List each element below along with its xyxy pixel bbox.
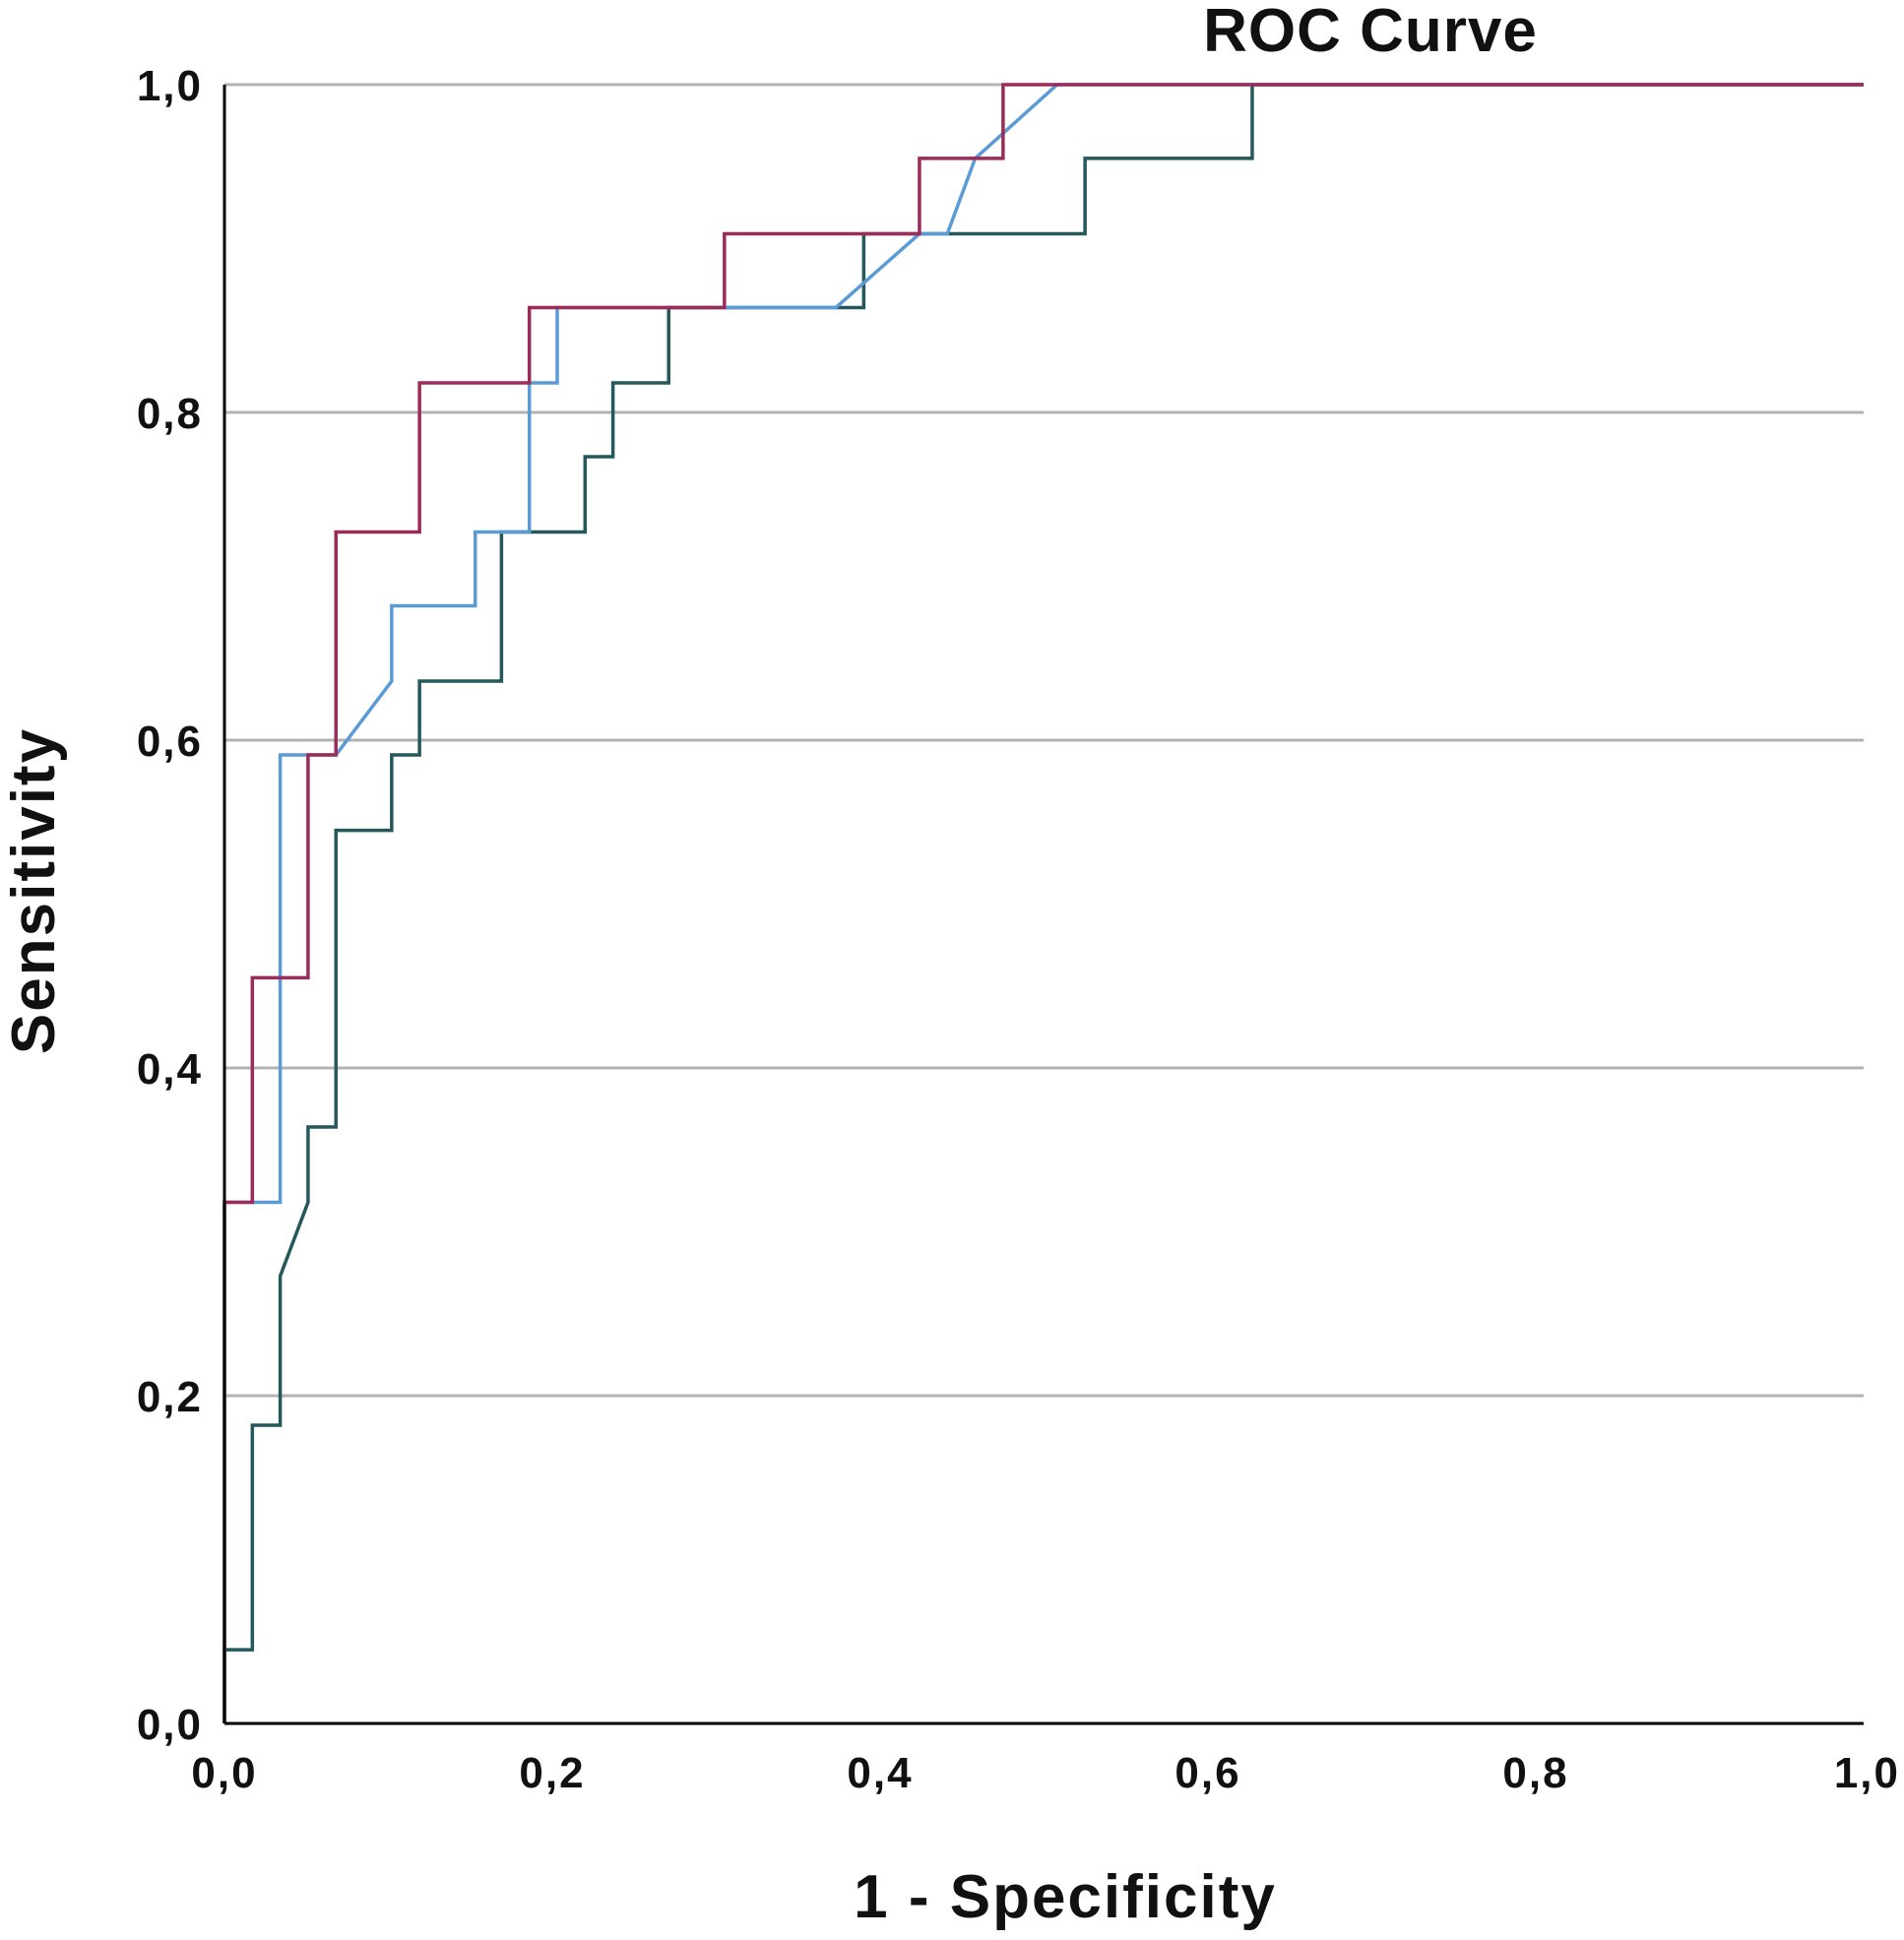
- x-tick-label: 0,6: [1174, 1749, 1240, 1797]
- y-tick-label: 0,2: [137, 1373, 203, 1421]
- x-tick-label: 0,2: [519, 1749, 585, 1797]
- y-tick-label: 0,8: [137, 390, 203, 438]
- x-axis-title: 1 - Specificity: [854, 1863, 1277, 1931]
- y-tick-label: 0,0: [137, 1701, 203, 1749]
- x-tick-label: 0,4: [847, 1749, 913, 1797]
- x-tick-label: 1,0: [1834, 1749, 1900, 1797]
- tick-labels: 0,0 0,2 0,4 0,6 0,8 1,0 0,0 0,2 0,4 0,6 0,8 1,0: [137, 62, 1900, 1797]
- x-tick-label: 0,8: [1502, 1749, 1568, 1797]
- y-axis-title: Sensitivity: [0, 727, 68, 1054]
- y-tick-label: 0,4: [137, 1045, 203, 1094]
- y-tick-label: 1,0: [137, 62, 203, 110]
- roc-series-line-2: [222, 83, 1864, 1723]
- axes: [222, 85, 1864, 1725]
- x-tick-label: 0,0: [191, 1749, 257, 1797]
- roc-series-line-3: [222, 83, 1864, 1723]
- chart-title: ROC Curve: [1203, 0, 1538, 65]
- y-tick-label: 0,6: [137, 718, 203, 766]
- series-layer: [222, 83, 1864, 1723]
